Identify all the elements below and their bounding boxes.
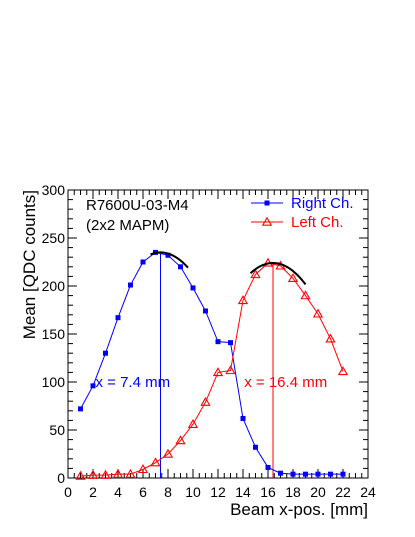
data-point	[228, 340, 233, 346]
data-point	[90, 383, 96, 389]
data-point	[140, 259, 146, 265]
x-tick-label: 24	[360, 484, 376, 500]
y-tick-label: 0	[57, 470, 65, 486]
series-left-ch	[75, 257, 349, 480]
data-point	[337, 366, 349, 376]
series-line	[80, 262, 344, 477]
y-tick-label: 150	[42, 326, 66, 342]
data-point	[340, 471, 346, 477]
data-point	[328, 471, 333, 477]
y-tick-label: 300	[42, 182, 66, 198]
legend-marker	[264, 200, 270, 206]
data-point	[212, 367, 224, 377]
y-axis-label: Mean [QDC counts]	[20, 190, 39, 339]
data-point	[137, 464, 149, 474]
data-point	[175, 435, 186, 445]
x-tick-label: 18	[285, 484, 301, 500]
data-point	[78, 406, 83, 412]
data-point	[162, 448, 174, 458]
data-point	[325, 333, 336, 343]
data-point	[265, 464, 271, 470]
x-tick-label: 2	[89, 484, 97, 500]
data-point	[125, 468, 136, 478]
series-line	[80, 251, 343, 475]
x-tick-label: 14	[235, 484, 251, 500]
data-point	[203, 308, 208, 314]
legend: Right Ch. Left Ch.	[251, 195, 354, 231]
legend-label: Right Ch.	[291, 195, 354, 212]
x-tick-label: 4	[114, 484, 122, 500]
data-point	[240, 415, 246, 421]
y-tick-label: 250	[42, 230, 66, 246]
x-tick-label: 22	[335, 484, 351, 500]
data-point	[300, 290, 311, 300]
data-point	[287, 273, 299, 283]
data-point	[178, 264, 183, 270]
data-point	[87, 469, 99, 479]
y-tick-label: 200	[42, 278, 66, 294]
data-point	[103, 350, 108, 356]
y-tick-label: 50	[49, 422, 65, 438]
data-point	[200, 396, 211, 406]
data-point	[290, 471, 296, 477]
data-point	[100, 469, 111, 479]
data-point	[165, 252, 171, 258]
data-point	[75, 470, 86, 480]
legend-marker	[261, 216, 273, 226]
data-point	[128, 282, 133, 288]
peak-marker-label: x = 16.4 mm	[244, 374, 327, 391]
x-tick-label: 16	[260, 484, 276, 500]
data-point	[278, 470, 283, 476]
annotation-text: (2x2 MAPM)	[86, 217, 169, 234]
data-point	[253, 444, 258, 450]
annotation-text: R7600U-03-M4	[86, 197, 189, 214]
data-point	[225, 365, 236, 375]
fit-curve	[249, 261, 307, 285]
y-tick-label: 100	[42, 374, 66, 390]
series-right-ch	[78, 249, 346, 477]
data-point	[250, 269, 261, 279]
peak-marker-label: x = 7.4 mm	[96, 374, 171, 391]
x-tick-label: 20	[310, 484, 326, 500]
x-tick-label: 10	[185, 484, 201, 500]
data-point	[187, 418, 199, 428]
data-point	[312, 308, 324, 318]
data-point	[215, 339, 221, 345]
data-point	[115, 315, 121, 321]
data-point	[315, 471, 321, 477]
x-tick-label: 0	[64, 484, 72, 500]
data-point	[190, 285, 196, 291]
fit-curve	[150, 251, 189, 269]
data-point	[112, 468, 124, 478]
x-tick-label: 12	[210, 484, 226, 500]
x-tick-label: 6	[139, 484, 147, 500]
data-point	[150, 457, 161, 467]
x-axis-label: Beam x-pos. [mm]	[230, 500, 368, 519]
data-point	[237, 295, 249, 305]
x-tick-label: 8	[164, 484, 172, 500]
legend-label: Left Ch.	[291, 214, 344, 231]
data-point	[303, 471, 308, 477]
